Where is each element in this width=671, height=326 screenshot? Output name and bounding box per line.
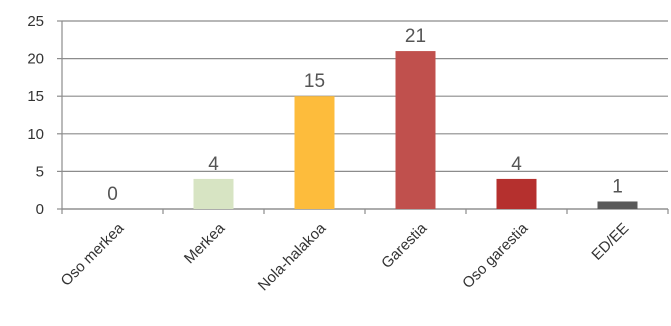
x-category-label: Garestia [378, 219, 431, 272]
x-category-label: Oso merkea [58, 219, 128, 289]
data-label: 0 [107, 184, 118, 205]
bar [193, 178, 234, 209]
y-tick-label: 20 [27, 51, 44, 68]
x-category-label: Oso garestia [459, 219, 532, 292]
bar [496, 178, 537, 209]
y-tick-labels: 0 5 10 15 20 25 [27, 13, 44, 218]
data-label: 4 [208, 154, 219, 175]
bar [294, 96, 335, 209]
data-label: 15 [304, 71, 325, 92]
x-category-label: ED/EE [588, 220, 632, 264]
y-tick-label: 10 [27, 126, 44, 143]
data-label: 1 [612, 176, 623, 197]
x-category-label: Merkea [181, 219, 229, 267]
bars [193, 51, 638, 209]
bar [395, 51, 436, 209]
bar [597, 201, 638, 209]
data-label: 4 [511, 154, 522, 175]
x-category-labels: Oso merkea Merkea Nola-halakoa Garestia Oso … [58, 219, 633, 294]
y-tick-label: 0 [36, 201, 44, 218]
y-tick-label: 5 [36, 163, 44, 180]
axes [57, 20, 669, 214]
gridlines [62, 20, 668, 210]
data-label: 21 [405, 26, 426, 47]
x-category-label: Nola-halakoa [255, 219, 330, 294]
data-labels: 0 4 15 21 4 1 [107, 26, 623, 205]
y-tick-label: 25 [27, 13, 44, 30]
y-tick-label: 15 [27, 88, 44, 105]
